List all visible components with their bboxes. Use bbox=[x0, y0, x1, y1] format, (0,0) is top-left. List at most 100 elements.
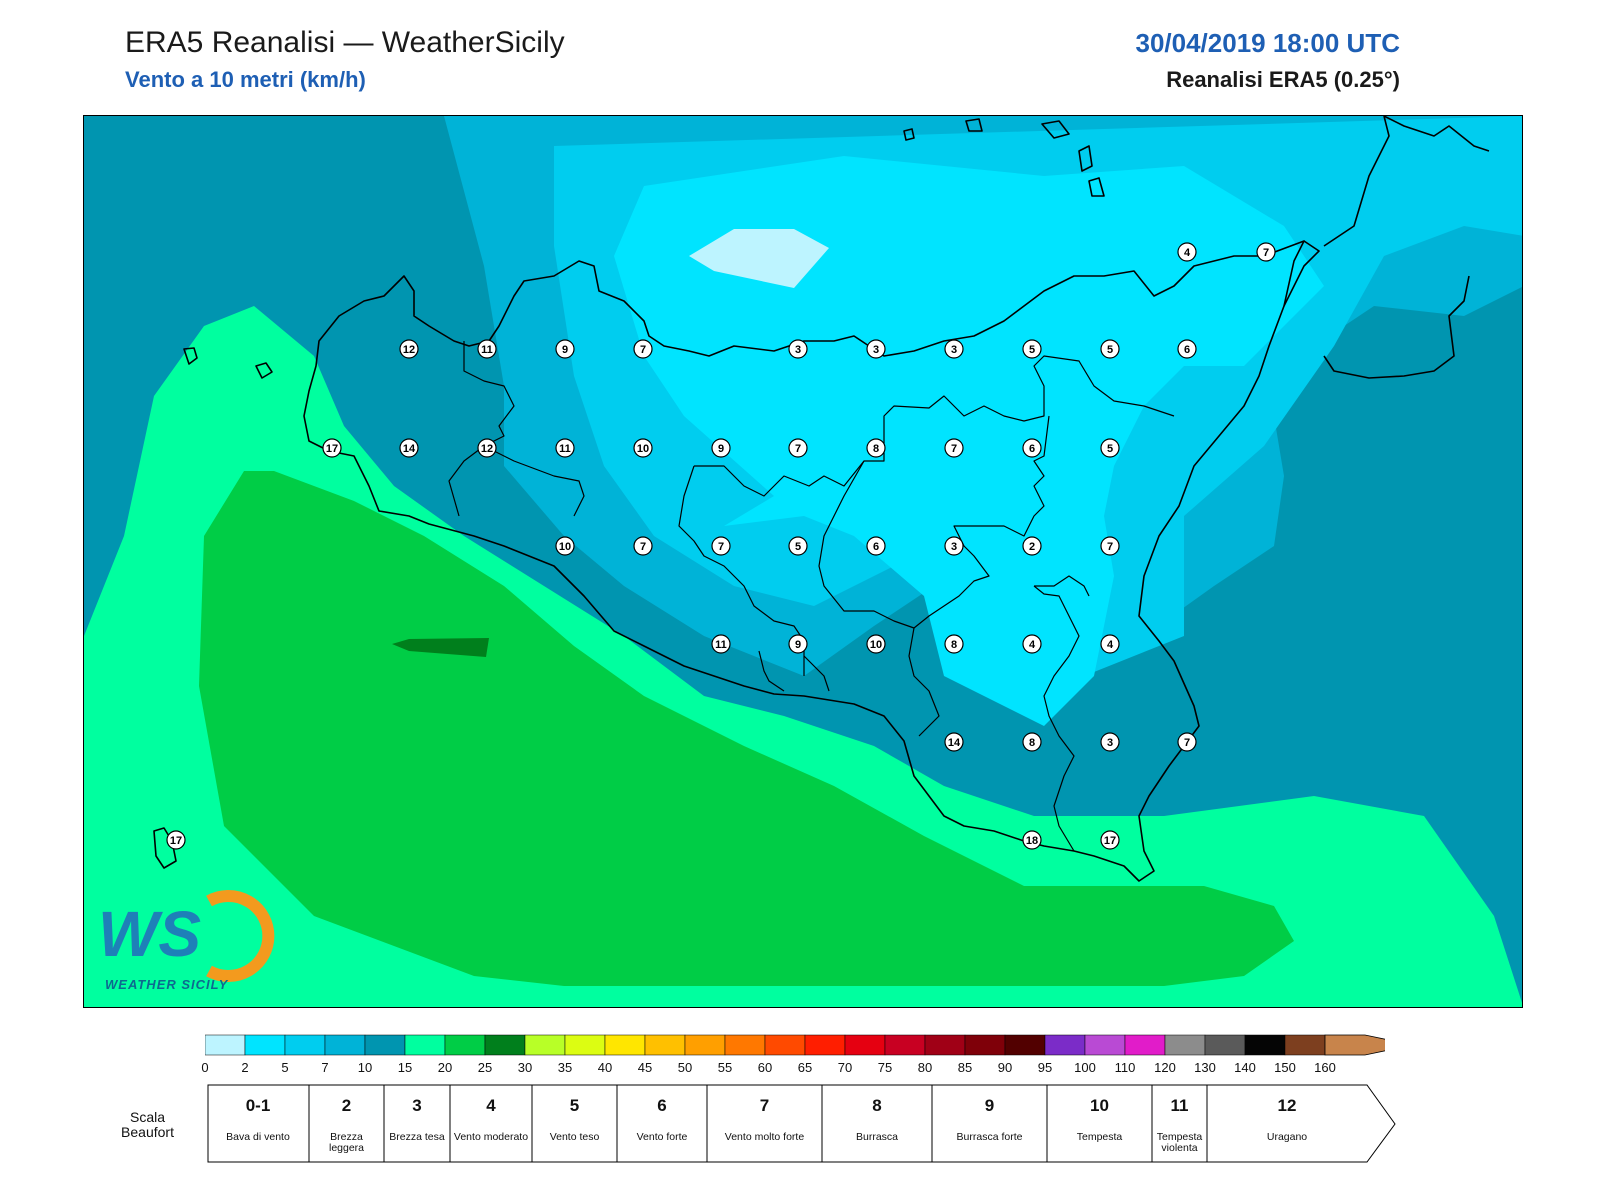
station-marker: 4 bbox=[1100, 634, 1120, 654]
station-value: 4 bbox=[1029, 639, 1036, 651]
station-marker: 17 bbox=[322, 438, 342, 458]
station-marker: 14 bbox=[944, 732, 964, 752]
map-subtitle: Vento a 10 metri (km/h) bbox=[125, 67, 366, 92]
station-value: 17 bbox=[326, 443, 338, 455]
station-circle bbox=[711, 438, 731, 458]
colorbar-tick-label: 50 bbox=[677, 1060, 693, 1075]
station-circle bbox=[1100, 339, 1120, 359]
colorbar-swatch bbox=[564, 1034, 606, 1056]
beaufort-name: Burrasca bbox=[855, 1131, 898, 1143]
station-marker: 17 bbox=[166, 830, 186, 850]
station-value: 7 bbox=[640, 541, 646, 553]
station-value: 5 bbox=[1107, 443, 1113, 455]
station-circle bbox=[1177, 242, 1197, 262]
station-circle bbox=[711, 634, 731, 654]
wind-zone-2-5 bbox=[614, 156, 1324, 726]
station-circle bbox=[944, 438, 964, 458]
station-value: 9 bbox=[562, 344, 568, 356]
beaufort-name: Burrasca forte bbox=[956, 1131, 1023, 1143]
station-marker: 6 bbox=[1177, 339, 1197, 359]
station-markers: 12 11 9 7 3 3 3 5 5 6 4 7 17 14 12 11 10 9 7 8 7 6 5 10 7 7 5 6 3 2 7 1… bbox=[166, 242, 1276, 850]
station-circle bbox=[1177, 732, 1197, 752]
station-marker: 3 bbox=[788, 339, 808, 359]
station-value: 4 bbox=[1107, 639, 1114, 651]
station-marker: 8 bbox=[944, 634, 964, 654]
colorbar-tick-label: 95 bbox=[1037, 1060, 1053, 1075]
station-value: 10 bbox=[637, 443, 649, 455]
station-value: 10 bbox=[870, 639, 882, 651]
beaufort-name: Uragano bbox=[1266, 1131, 1308, 1143]
beaufort-force: 10 bbox=[1090, 1096, 1109, 1115]
colorbar-tick-label: 120 bbox=[1154, 1060, 1176, 1075]
station-marker: 17 bbox=[1100, 830, 1120, 850]
beaufort-label: Scala Beaufort bbox=[121, 1109, 174, 1140]
station-circle bbox=[555, 536, 575, 556]
station-value: 17 bbox=[170, 835, 182, 847]
colorbar-swatch bbox=[1124, 1034, 1166, 1056]
colorbar-tick-label: 150 bbox=[1274, 1060, 1296, 1075]
colorbar-tick-label: 45 bbox=[637, 1060, 653, 1075]
station-marker: 11 bbox=[555, 438, 575, 458]
station-marker: 7 bbox=[1256, 242, 1276, 262]
colorbar-tick-label: 60 bbox=[757, 1060, 773, 1075]
station-value: 8 bbox=[951, 639, 957, 651]
station-marker: 3 bbox=[944, 536, 964, 556]
colorbar-tick-label: 35 bbox=[557, 1060, 573, 1075]
station-marker: 7 bbox=[944, 438, 964, 458]
colorbar-tick-label: 40 bbox=[597, 1060, 613, 1075]
station-circle bbox=[866, 339, 886, 359]
station-marker: 10 bbox=[866, 634, 886, 654]
station-circle bbox=[1022, 732, 1042, 752]
station-marker: 3 bbox=[1100, 732, 1120, 752]
colorbar-swatch bbox=[844, 1034, 886, 1056]
colorbar-swatch bbox=[604, 1034, 646, 1056]
colorbar-tick-label: 85 bbox=[957, 1060, 973, 1075]
colorbar-swatch bbox=[724, 1034, 766, 1056]
station-marker: 7 bbox=[633, 536, 653, 556]
colorbar-tick-label: 80 bbox=[917, 1060, 933, 1075]
beaufort-name: Vento teso bbox=[549, 1131, 600, 1143]
logo-mark: WS bbox=[98, 898, 201, 970]
logo-text: WEATHER SICILY bbox=[105, 977, 229, 992]
coastline bbox=[153, 116, 1490, 882]
colorbar-tick-label: 160 bbox=[1314, 1060, 1336, 1075]
colorbar-swatch bbox=[1204, 1034, 1246, 1056]
colorbar-swatch bbox=[244, 1034, 286, 1056]
beaufort-name: Vento forte bbox=[636, 1131, 688, 1143]
station-value: 7 bbox=[1107, 541, 1113, 553]
station-circle bbox=[866, 438, 886, 458]
map-title: ERA5 Reanalisi — WeatherSicily bbox=[125, 26, 565, 59]
beaufort-scale bbox=[207, 1084, 1396, 1163]
beaufort-outline bbox=[207, 1084, 1396, 1163]
station-marker: 9 bbox=[711, 438, 731, 458]
colorbar-swatch bbox=[884, 1034, 926, 1056]
station-circle bbox=[1100, 830, 1120, 850]
colorbar-swatch bbox=[1044, 1034, 1086, 1056]
station-marker: 5 bbox=[1100, 339, 1120, 359]
wind-zone-0-2 bbox=[689, 229, 829, 288]
wind-zone-25-30 bbox=[392, 638, 489, 657]
station-circle bbox=[1177, 339, 1197, 359]
station-value: 7 bbox=[718, 541, 724, 553]
station-value: 4 bbox=[1184, 247, 1191, 259]
station-value: 11 bbox=[559, 443, 571, 455]
station-circle bbox=[555, 339, 575, 359]
station-value: 7 bbox=[1263, 247, 1269, 259]
colorbar-swatch bbox=[1284, 1034, 1326, 1056]
station-value: 6 bbox=[1029, 443, 1035, 455]
colorbar-tick-label: 140 bbox=[1234, 1060, 1256, 1075]
station-value: 3 bbox=[951, 344, 957, 356]
station-marker: 9 bbox=[788, 634, 808, 654]
colorbar-tick-label: 130 bbox=[1194, 1060, 1216, 1075]
colorbar-swatch bbox=[1244, 1034, 1286, 1056]
station-value: 12 bbox=[403, 344, 415, 356]
colorbar-tick-label: 65 bbox=[797, 1060, 813, 1075]
station-circle bbox=[1022, 438, 1042, 458]
station-marker: 6 bbox=[1022, 438, 1042, 458]
colorbar-swatch bbox=[1004, 1034, 1046, 1056]
station-value: 6 bbox=[873, 541, 879, 553]
station-marker: 6 bbox=[866, 536, 886, 556]
station-circle bbox=[944, 536, 964, 556]
weather-sicily-logo: WS bbox=[98, 890, 275, 982]
source-label: Reanalisi ERA5 (0.25°) bbox=[1166, 67, 1400, 92]
